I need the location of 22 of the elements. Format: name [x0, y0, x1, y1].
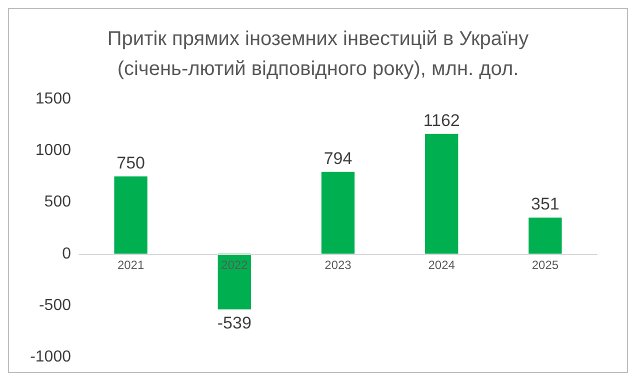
y-tick-label: -1000 — [30, 348, 72, 366]
bar — [528, 218, 562, 254]
chart-title: Притік прямих іноземних інвестицій в Україну (січень-лютий відповідного року), млн. дол. — [107, 28, 529, 80]
y-tick-label: 1500 — [35, 90, 72, 108]
data-label: -539 — [217, 313, 252, 332]
bar — [425, 134, 458, 254]
x-tick-label: 2024 — [428, 258, 456, 272]
y-tick-label: 1000 — [35, 142, 72, 160]
x-tick-label: 2025 — [532, 258, 559, 272]
bar — [321, 172, 355, 254]
x-tick-label: 2021 — [117, 258, 144, 272]
data-label: 351 — [531, 194, 560, 214]
data-label: 1162 — [423, 110, 460, 130]
data-label: 794 — [324, 148, 352, 168]
x-tick-label: 2023 — [324, 258, 352, 272]
x-tick-label: 2022 — [221, 258, 248, 272]
data-label: 750 — [116, 153, 145, 172]
bar — [218, 254, 251, 310]
y-tick-label: 500 — [44, 194, 72, 211]
y-tick-label: -500 — [38, 296, 72, 314]
bar — [114, 176, 148, 254]
y-tick-label: 0 — [62, 245, 72, 262]
